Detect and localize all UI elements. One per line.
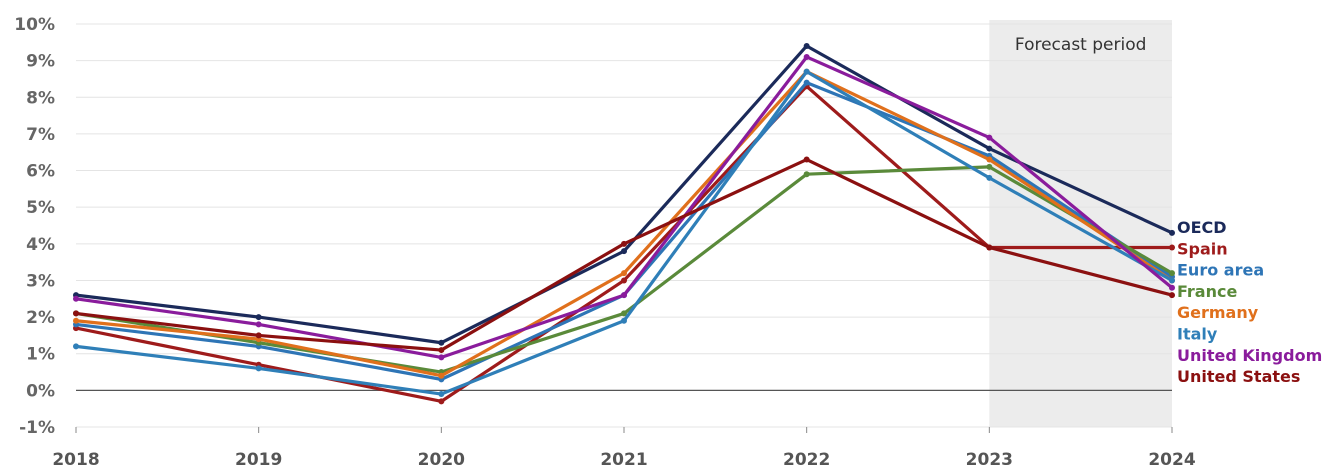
y-tick-label: 7%: [26, 125, 55, 145]
data-point: [986, 174, 993, 181]
data-point: [621, 248, 627, 255]
data-point: [1169, 277, 1175, 284]
data-point: [73, 317, 79, 324]
data-point: [621, 317, 627, 324]
forecast-period-label: Forecast period: [1015, 35, 1147, 55]
data-point: [255, 321, 262, 328]
data-point: [621, 277, 627, 284]
y-tick-label: 0%: [26, 381, 55, 401]
series-lines: [73, 42, 1175, 405]
series-group: [73, 156, 1175, 354]
legend-entry: Germany: [1177, 303, 1259, 322]
data-point: [986, 244, 993, 251]
x-tick-label: 2023: [966, 450, 1013, 470]
data-point: [986, 163, 993, 170]
legend-entry: Spain: [1177, 239, 1228, 258]
y-tick-label: 8%: [26, 88, 55, 108]
data-point: [1169, 229, 1175, 236]
data-point: [803, 156, 810, 163]
data-point: [438, 372, 445, 379]
x-tick-label: 2021: [600, 450, 647, 470]
x-tick-label: 2018: [52, 450, 99, 470]
y-tick-label: 1%: [26, 345, 55, 365]
forecast-shade: [989, 20, 1172, 427]
data-point: [438, 347, 445, 354]
data-point: [803, 53, 810, 60]
series-group: [73, 68, 1175, 398]
data-point: [621, 240, 627, 247]
data-point: [73, 295, 79, 302]
legend-entry: Euro area: [1177, 261, 1264, 280]
y-tick-label: -1%: [19, 418, 55, 438]
data-point: [255, 314, 262, 321]
legend-entry: OECD: [1177, 218, 1227, 237]
data-point: [986, 145, 993, 152]
series-group: [73, 42, 1175, 346]
series-group: [73, 68, 1175, 379]
legend-entry: United Kingdom: [1177, 346, 1322, 365]
y-tick-label: 9%: [26, 52, 55, 72]
series-group: [73, 53, 1175, 361]
data-point: [1169, 244, 1175, 251]
y-axis-ticks: -1% 0% 1% 2% 3% 4% 5% 6% 7% 8% 9% 10%: [14, 15, 55, 438]
y-tick-label: 3%: [26, 271, 55, 291]
data-point: [73, 343, 79, 350]
legend: OECD Spain Euro area France Germany Italy Unit…: [1177, 218, 1322, 386]
data-point: [803, 171, 810, 178]
data-point: [438, 398, 445, 405]
legend-entry: United States: [1177, 367, 1300, 386]
y-tick-label: 2%: [26, 308, 55, 328]
data-point: [438, 339, 445, 346]
data-point: [986, 134, 993, 141]
data-point: [438, 354, 445, 361]
legend-entry: France: [1177, 282, 1237, 301]
y-tick-label: 10%: [14, 15, 55, 35]
y-tick-label: 6%: [26, 162, 55, 182]
x-tick-label: 2019: [235, 450, 282, 470]
y-tick-label: 4%: [26, 235, 55, 255]
y-tick-label: 5%: [26, 198, 55, 218]
data-point: [1169, 284, 1175, 291]
data-point: [986, 156, 993, 163]
x-tick-label: 2024: [1148, 450, 1195, 470]
legend-entry: Italy: [1177, 325, 1218, 344]
data-point: [803, 42, 810, 49]
data-point: [621, 292, 627, 299]
x-tick-label: 2020: [418, 450, 465, 470]
x-tick-label: 2022: [783, 450, 830, 470]
data-point: [1169, 292, 1175, 299]
x-axis-ticks: 2018 2019 2020 2021 2022 2023 2024: [52, 427, 1196, 470]
data-point: [621, 310, 627, 317]
data-point: [255, 365, 262, 372]
data-point: [803, 68, 810, 75]
data-point: [803, 79, 810, 86]
data-point: [438, 391, 445, 398]
data-point: [1169, 270, 1175, 277]
data-point: [255, 332, 262, 339]
data-point: [621, 270, 627, 277]
data-point: [73, 310, 79, 317]
